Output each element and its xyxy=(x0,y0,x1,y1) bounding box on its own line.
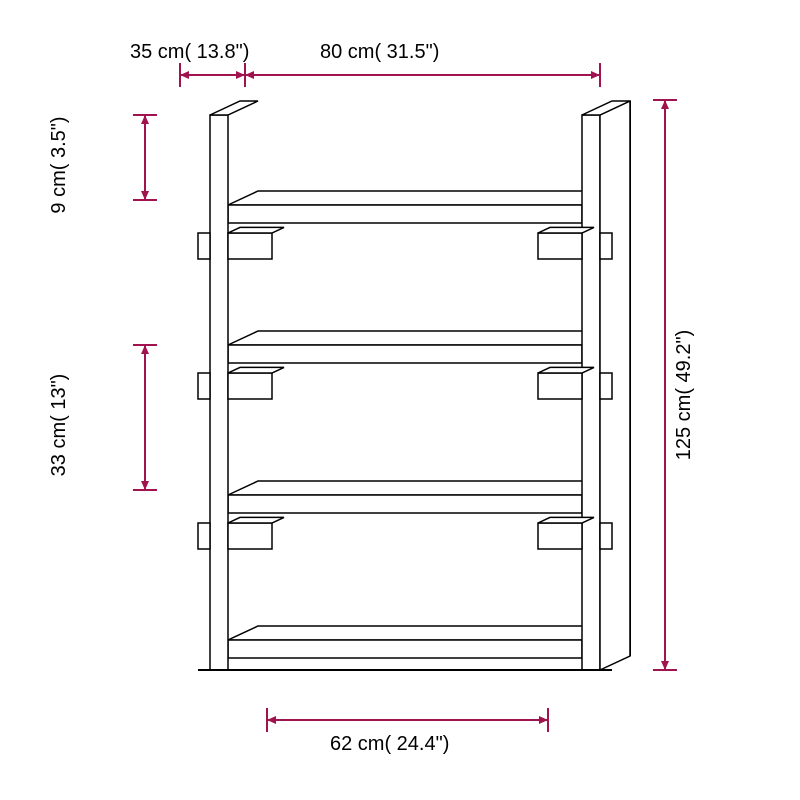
cross-stub-top xyxy=(228,517,284,523)
shelf-front xyxy=(228,495,582,513)
dim-arrow xyxy=(661,661,669,670)
dim-arrow xyxy=(180,71,189,79)
cross-stub xyxy=(228,373,272,399)
shelf-top xyxy=(228,331,612,345)
right-panel-front xyxy=(582,115,600,670)
cross-stub-top xyxy=(228,227,284,233)
dim-arrow xyxy=(661,100,669,109)
cross-stub xyxy=(538,373,582,399)
dim-label-width: 80 cm( 31.5") xyxy=(320,41,439,63)
dim-arrow xyxy=(141,345,149,354)
shelf-front xyxy=(228,640,582,658)
panel-top-cap xyxy=(210,101,258,115)
dim-label-inner_w: 62 cm( 24.4") xyxy=(330,733,449,755)
dim-arrow xyxy=(591,71,600,79)
cross-stub xyxy=(198,373,210,399)
dim-label-top_gap: 9 cm( 3.5") xyxy=(48,116,70,213)
dim-arrow xyxy=(539,716,548,724)
left-panel-front xyxy=(210,115,228,670)
dim-label-shelf_gap: 33 cm( 13") xyxy=(48,374,70,477)
shelf-top xyxy=(228,626,612,640)
dim-arrow xyxy=(141,191,149,200)
shelf-top xyxy=(228,481,612,495)
cross-stub xyxy=(600,233,612,259)
dim-arrow xyxy=(236,71,245,79)
dim-label-height: 125 cm( 49.2") xyxy=(673,330,695,461)
dim-arrow xyxy=(267,716,276,724)
cross-stub xyxy=(228,523,272,549)
cross-stub xyxy=(538,523,582,549)
cross-stub xyxy=(228,233,272,259)
dim-arrow xyxy=(141,115,149,124)
cross-stub xyxy=(600,523,612,549)
shelf-front xyxy=(228,345,582,363)
cross-stub xyxy=(198,233,210,259)
cross-stub-top xyxy=(228,367,284,373)
cross-stub xyxy=(538,233,582,259)
dim-label-depth: 35 cm( 13.8") xyxy=(130,41,249,63)
cross-stub xyxy=(600,373,612,399)
dim-arrow xyxy=(245,71,254,79)
dim-arrow xyxy=(141,481,149,490)
shelf-front xyxy=(228,205,582,223)
cross-stub xyxy=(198,523,210,549)
shelf-top xyxy=(228,191,612,205)
